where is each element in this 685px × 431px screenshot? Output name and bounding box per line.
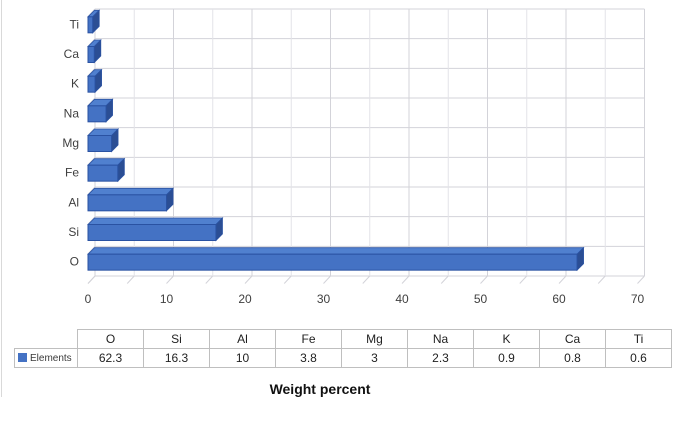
bar-top-face-O	[87, 247, 585, 255]
category-label-O: O	[70, 255, 79, 269]
table-value-cell-Ca: 0.8	[539, 348, 606, 368]
bottom-tick-connector-35	[362, 275, 371, 284]
bar-Mg	[87, 135, 113, 152]
table-header-cell-Ti: Ti	[605, 329, 672, 349]
table-header-cell-Ca: Ca	[539, 329, 606, 349]
bottom-tick-connector-40	[401, 275, 410, 284]
bottom-tick-connector-15	[205, 275, 214, 284]
table-corner-cell	[14, 329, 78, 349]
bottom-tick-connector-0	[87, 275, 96, 284]
bottom-tick-connector-55	[519, 275, 528, 284]
bar-Si	[87, 224, 217, 241]
x-tick-label-60: 60	[552, 292, 566, 306]
bottom-tick-connector-50	[480, 275, 488, 284]
table-header-cell-Si: Si	[143, 329, 210, 349]
table-value-cell-Ti: 0.6	[605, 348, 672, 368]
category-label-Ca: Ca	[64, 47, 80, 61]
category-label-Ti: Ti	[69, 17, 79, 31]
x-tick-label-20: 20	[238, 292, 252, 306]
table-value-cell-Na: 2.3	[407, 348, 474, 368]
category-label-Si: Si	[68, 225, 79, 239]
bottom-tick-connector-60	[558, 275, 567, 284]
category-label-Na: Na	[64, 106, 80, 120]
bottom-tick-connector-5	[126, 275, 135, 284]
table-value-cell-Mg: 3	[341, 348, 408, 368]
bar-Fe	[87, 164, 119, 182]
table-header-cell-K: K	[473, 329, 540, 349]
bar-top-face-Al	[87, 187, 174, 196]
frame-border-left	[1, 0, 2, 397]
x-tick-label-10: 10	[160, 292, 174, 306]
category-label-K: K	[71, 77, 79, 91]
bar-K	[87, 75, 96, 93]
table-header-cell-Mg: Mg	[341, 329, 408, 349]
x-tick-label-30: 30	[317, 292, 331, 306]
chart-data-table: O Si Al Fe Mg Na K Ca Ti Elements 62.3 16.3 10 3.8 3 2.…	[14, 329, 672, 368]
bar-chart-plot: Ti Ca K Na Mg Fe Al Si O 0 10 20 30 40 50 60 70	[62, 8, 645, 306]
bottom-tick-connector-65	[597, 275, 606, 284]
chart-title: Weight percent	[269, 381, 371, 397]
table-value-cell-Fe: 3.8	[275, 348, 342, 368]
bar-Na	[87, 105, 107, 123]
table-value-cell-K: 0.9	[473, 348, 540, 368]
bar-top-face-Si	[87, 217, 224, 225]
table-value-cell-Al: 10	[209, 348, 276, 368]
table-header-cell-Na: Na	[407, 329, 474, 349]
x-tick-label-70: 70	[631, 292, 645, 306]
table-header-cell-O: O	[77, 329, 144, 349]
bottom-tick-connector-20	[244, 275, 253, 284]
legend-cell: Elements	[14, 348, 78, 368]
legend-marker-icon	[18, 352, 27, 362]
bar-Ti	[87, 16, 94, 34]
bottom-tick-connector-10	[166, 275, 174, 284]
bar-Ca	[87, 46, 95, 63]
bar-O	[87, 253, 578, 271]
table-header-cell-Al: Al	[209, 329, 276, 349]
bottom-tick-connector-45	[440, 275, 449, 284]
bottom-tick-connector-25	[283, 275, 292, 284]
x-tick-label-50: 50	[474, 292, 488, 306]
table-value-cell-Si: 16.3	[143, 348, 210, 368]
bar-Al	[87, 194, 167, 212]
x-tick-label-0: 0	[85, 292, 92, 306]
category-label-Al: Al	[68, 195, 79, 209]
x-tick-label-40: 40	[395, 292, 409, 306]
category-label-Mg: Mg	[62, 136, 79, 150]
bottom-tick-connector-30	[323, 275, 331, 284]
category-label-Fe: Fe	[65, 166, 79, 180]
table-value-cell-O: 62.3	[77, 348, 144, 368]
table-header-cell-Fe: Fe	[275, 329, 342, 349]
legend-label: Elements	[30, 352, 72, 364]
bottom-tick-connector-70	[637, 275, 645, 284]
